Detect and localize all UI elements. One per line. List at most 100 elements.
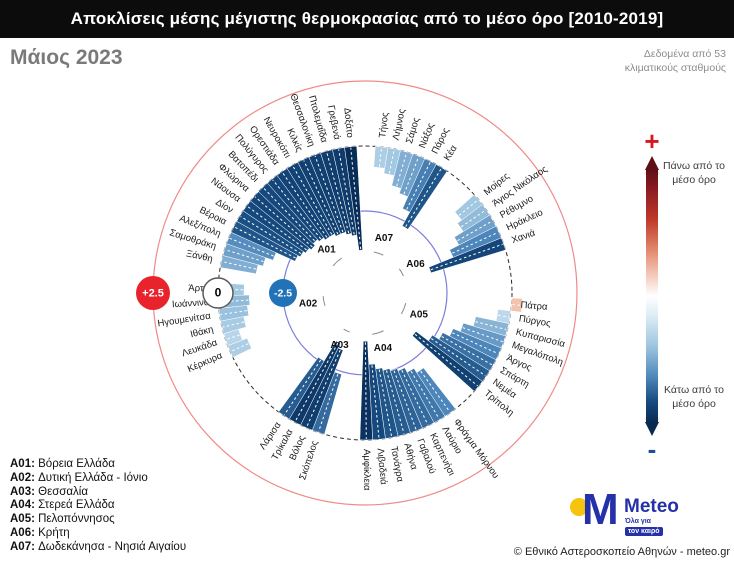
sector-arc — [322, 296, 326, 306]
station-bar — [359, 340, 373, 441]
region-name: Θεσσαλία — [38, 485, 88, 498]
region-name: Κρήτη — [38, 526, 70, 539]
sector-label: A01 — [317, 244, 336, 255]
region-name: Δωδεκάνησα - Νησιά Αιγαίου — [38, 540, 187, 553]
bar-grid-line — [410, 370, 440, 420]
bar-grid-line — [306, 349, 341, 428]
bar-grid-line — [475, 321, 507, 331]
scale-arrow-down-icon — [645, 422, 659, 436]
region-code: A04: — [10, 499, 39, 512]
bar-grid-line — [303, 160, 339, 235]
region-legend-item: A06: Κρήτη — [10, 527, 186, 541]
sector-label: A07 — [375, 233, 394, 244]
bar-grid-line — [364, 342, 367, 439]
region-code: A02: — [10, 471, 39, 484]
region-code: A07: — [10, 540, 39, 553]
plus-symbol: + — [644, 126, 660, 156]
bar-grid-line — [222, 261, 257, 270]
bar-grid-line — [457, 220, 493, 242]
minus-symbol: - — [647, 434, 657, 464]
bar-grid-line — [282, 172, 328, 238]
scale-marker-zero — [202, 277, 234, 309]
bar-grid-line — [498, 314, 510, 318]
bar-grid-line — [222, 321, 244, 328]
station-bar — [227, 337, 252, 358]
station-label: Ιθάκη — [189, 324, 214, 340]
bar-grid-line — [284, 359, 322, 416]
bar-grid-line — [462, 327, 503, 343]
sector-arc — [398, 268, 404, 277]
sector-label: A02 — [299, 299, 318, 310]
sector-arc — [400, 303, 407, 315]
bar-grid-line — [458, 199, 478, 216]
page-title-text: Αποκλίσεις μέσης μέγιστης θερμοκρασίας α… — [70, 9, 664, 28]
bar-grid-line — [388, 149, 395, 174]
bar-grid-line — [406, 162, 431, 210]
bar-grid-line — [386, 370, 405, 434]
region-name: Βόρεια Ελλάδα — [38, 458, 115, 470]
station-label: Τανάγρα — [388, 445, 405, 483]
logo-tagline-line2: τον καιρό — [625, 527, 663, 536]
station-bar — [428, 237, 506, 274]
copyright-note: © Εθνικό Αστεροσκοπείο Αθηνών - meteo.gr — [513, 546, 730, 558]
meteo-logo: M Meteo Όλα για τον καιρό — [560, 488, 734, 538]
sector-arc — [373, 251, 384, 256]
sector-arc — [372, 330, 384, 335]
station-label: Άρτα — [188, 283, 210, 295]
page-title: Αποκλίσεις μέσης μέγιστης θερμοκρασίας α… — [0, 0, 734, 38]
station-label: Αμφίκλεια — [361, 449, 372, 491]
bar-grid-line — [230, 343, 249, 352]
bar-grid-line — [314, 155, 344, 233]
bar-grid-line — [326, 151, 350, 234]
station-label: Ξάνθη — [185, 248, 214, 265]
station-bar — [344, 145, 363, 251]
station-label: Κέα — [442, 143, 460, 163]
station-label: Πύργος — [518, 313, 552, 329]
bar-grid-line — [234, 226, 296, 259]
scale-marker-plus — [136, 276, 170, 310]
scale-marker-plus-label: +2.5 — [142, 287, 164, 299]
region-legend: A01: Βόρεια Ελλάδα A02: Δυτική Ελλάδα - Ι… — [10, 458, 186, 555]
station-label: Λιβαδειά — [374, 448, 389, 486]
bar-grid-line — [452, 332, 499, 355]
bar-grid-line — [292, 165, 333, 235]
bar-grid-line — [430, 338, 486, 377]
sector-label: A03 — [330, 340, 349, 351]
region-code: A03: — [10, 485, 39, 498]
bar-grid-line — [240, 216, 302, 255]
bar-grid-line — [338, 149, 355, 235]
scale-marker-zero-label: 0 — [215, 286, 222, 300]
scale-label-below: Κάτω από το μέσο όρο — [664, 384, 724, 410]
bar-grid-line — [378, 369, 393, 437]
station-label: Πάτρα — [520, 300, 548, 313]
logo-brand-text: Meteo — [624, 496, 679, 517]
region-name: Δυτική Ελλάδα - Ιόνιο — [38, 471, 148, 484]
region-name: Στερεά Ελλάδα — [38, 499, 115, 512]
region-legend-item: A03: Θεσσαλία — [10, 486, 186, 500]
bar-grid-line — [371, 365, 380, 439]
station-bar — [250, 191, 316, 251]
region-code: A05: — [10, 513, 39, 526]
scale-marker-minus-label: -2.5 — [274, 287, 292, 299]
data-source-line2: κλιματικούς σταθμούς — [624, 61, 726, 74]
bar-grid-line — [318, 374, 339, 432]
month-label: Μάιος 2023 — [10, 46, 123, 69]
sector-arc — [343, 328, 350, 333]
bar-grid-line — [403, 156, 419, 195]
logo-tagline-line1: Όλα για — [625, 518, 651, 525]
region-code: A06: — [10, 526, 39, 539]
region-name: Πελοπόννησος — [38, 513, 115, 526]
logo-m-icon: M — [582, 485, 619, 534]
bar-grid-line — [393, 370, 417, 430]
region-legend-item: A07: Δωδεκάνησα - Νησιά Αιγαίου — [10, 541, 186, 555]
sector-label: A04 — [374, 343, 393, 354]
zero-ring — [217, 145, 513, 441]
bar-grid-line — [512, 304, 521, 306]
color-scale-legend: + - Πάνω από το μέσο όρο Κάτω από το μέσ… — [636, 126, 734, 471]
bar-grid-line — [263, 187, 315, 242]
station-label: Τήνος — [377, 111, 391, 138]
station-label: Δοξάτο — [341, 107, 355, 138]
sector-label: A06 — [406, 259, 425, 270]
scale-arrow-up-icon — [645, 156, 659, 170]
